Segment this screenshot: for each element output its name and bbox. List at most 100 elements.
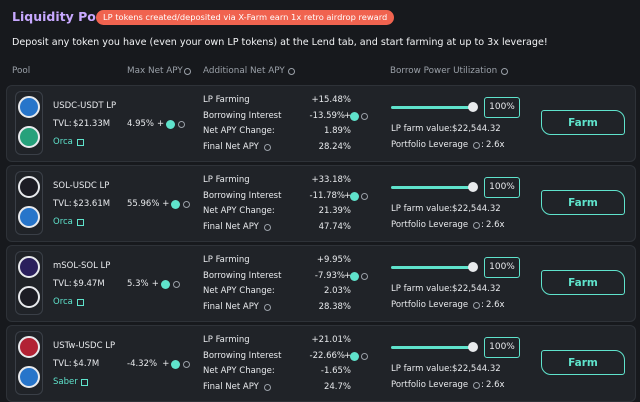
- reward-icon: [166, 120, 175, 129]
- max-net-apy: 5.3%: [127, 279, 149, 289]
- info-icon: [361, 112, 368, 120]
- info-icon: [172, 281, 180, 288]
- utilization-value: 100%: [484, 97, 520, 118]
- airdrop-banner: LP tokens created/deposited via X-Farm e…: [96, 10, 395, 25]
- borrowing-interest-value: -7.93%: [314, 270, 345, 281]
- pool-source[interactable]: Orca: [53, 297, 73, 307]
- column-header: Max Net APY: [127, 66, 183, 76]
- utilization-thumb[interactable]: [468, 102, 478, 112]
- lp-farm-value-label: LP farm value:: [391, 124, 453, 134]
- max-net-apy: 4.95%: [127, 119, 155, 129]
- token-icon: [18, 96, 40, 118]
- info-icon: [361, 272, 368, 280]
- tvl-label: TVL:: [53, 199, 72, 209]
- portfolio-leverage-label: Portfolio Leverage: [391, 220, 469, 230]
- tvl-value: $21.33M: [73, 119, 111, 129]
- info-icon: [264, 303, 271, 311]
- lp-farm-value: $22,544.32: [452, 364, 501, 374]
- reward-icon: [160, 280, 170, 289]
- utilization-track[interactable]: [391, 106, 473, 109]
- final-net-apy-value: 24.7%: [323, 381, 351, 392]
- column-header: Pool: [12, 66, 31, 76]
- utilization-track[interactable]: [391, 346, 473, 349]
- utilization-thumb[interactable]: [468, 262, 478, 272]
- token-icon-frame: [15, 251, 43, 315]
- pool-source[interactable]: Orca: [53, 217, 73, 227]
- portfolio-leverage-label: Portfolio Leverage: [391, 300, 469, 310]
- info-icon: [178, 121, 185, 128]
- colon: :: [481, 380, 484, 390]
- token-icon: [18, 126, 40, 148]
- info-icon: [473, 302, 480, 309]
- reward-icon: [350, 111, 359, 121]
- plus-sign: +: [344, 350, 352, 361]
- utilization-value: 100%: [484, 257, 520, 278]
- column-header: Additional Net APY: [203, 66, 285, 76]
- borrowing-interest-value: -13.59%: [309, 110, 345, 121]
- pool-card: USDC-USDT LP TVL: $21.33M Orca 4.95% + LP Farm…: [6, 85, 636, 162]
- farm-button[interactable]: Farm: [541, 270, 625, 295]
- pool-pair: mSOL-SOL LP: [53, 261, 111, 271]
- utilization-track[interactable]: [391, 266, 473, 269]
- utilization-value: 100%: [484, 177, 520, 198]
- tvl-value: $23.61M: [73, 199, 111, 209]
- net-apy-change-value: 21.39%: [318, 206, 351, 216]
- info-icon: [501, 68, 508, 75]
- borrowing-interest-value: -11.78%: [309, 190, 345, 201]
- utilization-thumb[interactable]: [468, 342, 478, 352]
- lp-farming-label: LP Farming: [203, 95, 250, 105]
- plus-sign: +: [157, 119, 165, 129]
- final-net-apy-value: 47.74%: [318, 221, 351, 232]
- utilization-thumb[interactable]: [468, 182, 478, 192]
- lp-farming-value: +21.01%: [311, 335, 351, 345]
- plus-sign: +: [344, 190, 352, 201]
- net-apy-change-value: -1.65%: [320, 366, 351, 376]
- pool-source[interactable]: Orca: [53, 137, 73, 147]
- pool-card: USTw-USDC LP TVL: $4.7M Saber -4.32% + LP Farm…: [6, 325, 636, 402]
- final-net-apy-label: Final Net APY: [203, 301, 259, 312]
- tvl-value: $9.47M: [73, 279, 105, 289]
- info-icon: [473, 222, 480, 229]
- lp-farm-value: $22,544.32: [452, 204, 501, 214]
- lp-farming-label: LP Farming: [203, 335, 250, 345]
- lp-farm-value-label: LP farm value:: [391, 284, 453, 294]
- external-link-icon: [81, 379, 88, 386]
- lp-farming-label: LP Farming: [203, 175, 250, 185]
- portfolio-leverage-value: 2.6x: [486, 300, 505, 310]
- plus-sign: +: [162, 359, 170, 369]
- farm-button[interactable]: Farm: [541, 110, 625, 135]
- lp-farm-value-label: LP farm value:: [391, 364, 453, 374]
- external-link-icon: [77, 299, 84, 306]
- token-icon: [18, 176, 40, 198]
- info-icon: [183, 361, 191, 368]
- farm-button[interactable]: Farm: [541, 190, 625, 215]
- portfolio-leverage-value: 2.6x: [486, 380, 505, 390]
- final-net-apy-label: Final Net APY: [203, 381, 259, 392]
- info-icon: [361, 352, 368, 360]
- plus-sign: +: [344, 110, 352, 121]
- info-icon: [264, 143, 271, 151]
- column-header: Borrow Power Utilization: [390, 66, 498, 76]
- borrowing-interest-label: Borrowing Interest: [203, 110, 282, 121]
- utilization-track[interactable]: [391, 186, 473, 189]
- reward-icon: [171, 360, 181, 369]
- reward-icon: [350, 191, 359, 201]
- info-icon: [361, 192, 368, 200]
- pool-source[interactable]: Saber: [53, 377, 78, 387]
- tvl-label: TVL:: [53, 119, 72, 129]
- farm-button[interactable]: Farm: [541, 350, 625, 375]
- info-icon: [473, 382, 480, 389]
- lp-farm-value: $22,544.32: [452, 284, 501, 294]
- net-apy-change-label: Net APY Change:: [203, 126, 275, 136]
- external-link-icon: [77, 139, 84, 146]
- lp-farming-label: LP Farming: [203, 255, 250, 265]
- lp-farm-value: $22,544.32: [452, 124, 501, 134]
- max-net-apy: 55.96%: [127, 199, 160, 209]
- final-net-apy-value: 28.38%: [318, 301, 351, 312]
- final-net-apy-label: Final Net APY: [203, 141, 259, 152]
- borrowing-interest-label: Borrowing Interest: [203, 270, 282, 281]
- external-link-icon: [77, 219, 84, 226]
- info-icon: [264, 223, 271, 231]
- tvl-value: $4.7M: [73, 359, 100, 369]
- token-icon: [18, 206, 40, 228]
